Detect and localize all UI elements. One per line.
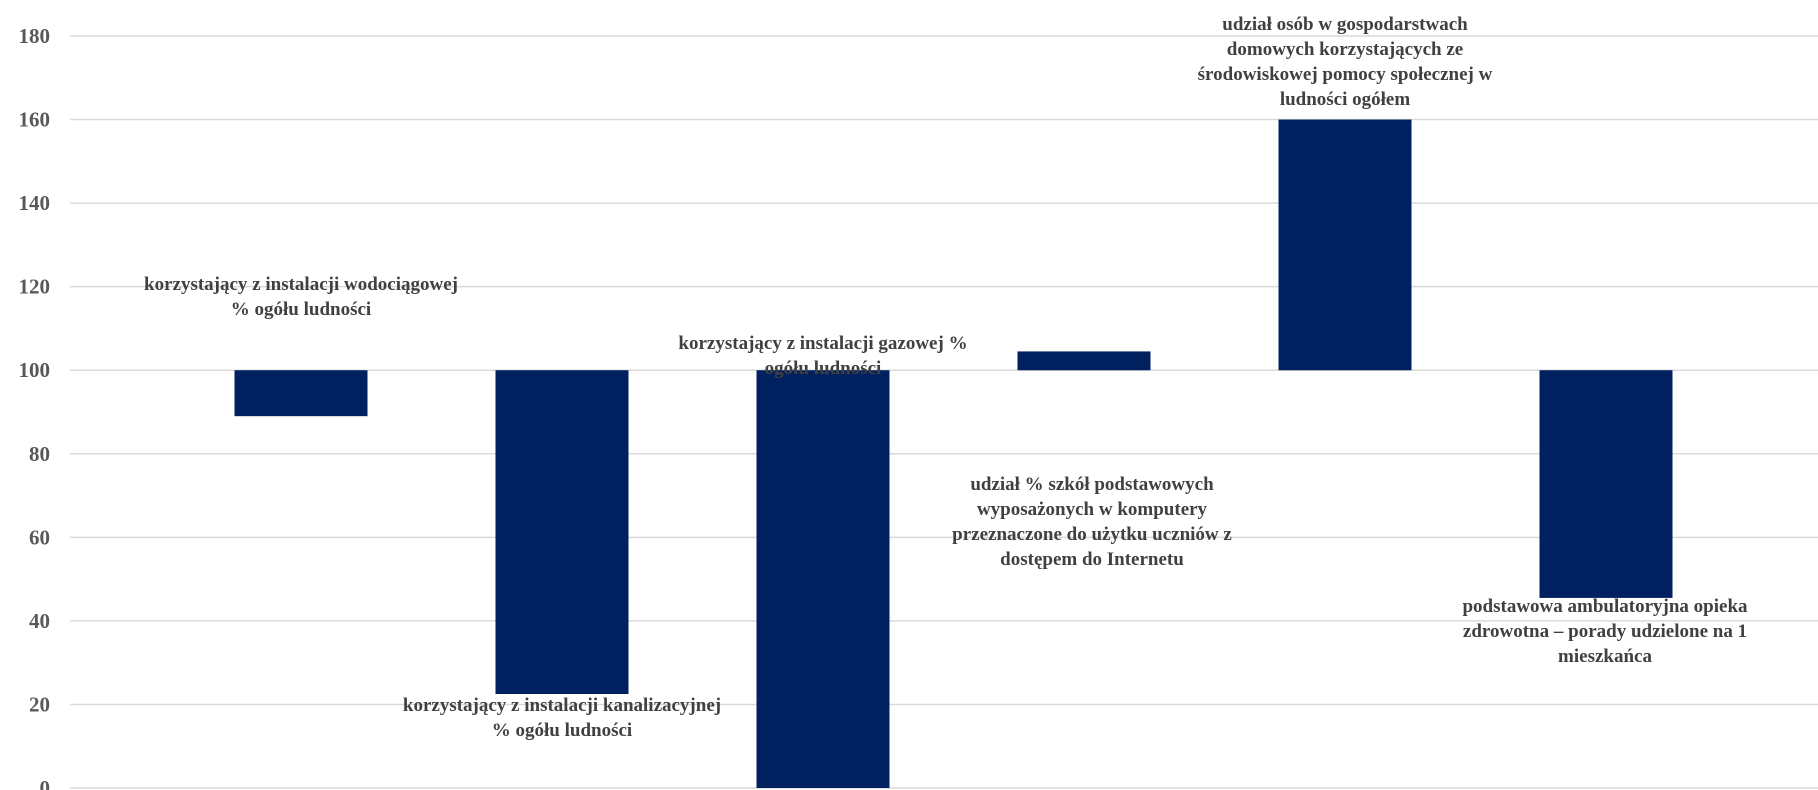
y-axis-ticks: 0 20 40 60 80 100 120 140 160 180 xyxy=(19,24,51,790)
y-tick-label: 180 xyxy=(19,24,51,48)
category-label-6: podstawowa ambulatoryjna opieka zdrowotna… xyxy=(1462,596,1748,667)
category-label-line: mieszkańca xyxy=(1558,646,1652,667)
category-label-5: udział osób w gospodarstwach domowych kor… xyxy=(1198,14,1493,110)
category-label-4: udział % szkół podstawowych wyposażonych … xyxy=(952,474,1232,570)
bar-4 xyxy=(1017,351,1151,371)
y-tick-label: 0 xyxy=(40,776,51,790)
category-label-line: zdrowotna – porady udzielone na 1 xyxy=(1463,621,1747,642)
category-label-line: udział % szkół podstawowych xyxy=(970,474,1214,495)
y-tick-label: 140 xyxy=(19,191,51,215)
y-tick-label: 160 xyxy=(19,108,51,132)
bar-2 xyxy=(495,370,629,694)
category-label-line: udział osób w gospodarstwach xyxy=(1222,14,1468,35)
category-label-line: korzystający z instalacji gazowej % xyxy=(678,333,967,354)
bar-6 xyxy=(1539,370,1673,598)
bar-1 xyxy=(234,370,368,417)
bars xyxy=(234,119,1673,788)
category-labels: korzystający z instalacji wodociągowej % … xyxy=(144,14,1748,741)
category-label-line: % ogółu ludności xyxy=(231,299,371,320)
category-label-2: korzystający z instalacji kanalizacyjnej… xyxy=(403,695,721,741)
y-tick-label: 100 xyxy=(19,358,51,382)
category-label-line: wyposażonych w komputery xyxy=(977,499,1208,520)
category-label-line: % ogółu ludności xyxy=(492,720,632,741)
category-label-line: domowych korzystających ze xyxy=(1227,39,1463,60)
y-tick-label: 20 xyxy=(29,692,50,716)
y-tick-label: 40 xyxy=(29,609,50,633)
y-tick-label: 60 xyxy=(29,525,50,549)
category-label-line: ogółu ludności xyxy=(765,358,882,379)
bar-3 xyxy=(756,370,890,788)
category-label-line: korzystający z instalacji kanalizacyjnej xyxy=(403,695,721,716)
category-label-line: przeznaczone do użytku uczniów z xyxy=(952,524,1232,545)
y-tick-label: 120 xyxy=(19,275,51,299)
category-label-line: dostępem do Internetu xyxy=(1000,549,1184,570)
category-label-line: korzystający z instalacji wodociągowej xyxy=(144,274,458,295)
y-tick-label: 80 xyxy=(29,442,50,466)
bar-5 xyxy=(1278,119,1412,371)
category-label-line: środowiskowej pomocy społecznej w xyxy=(1198,64,1493,85)
category-label-line: podstawowa ambulatoryjna opieka xyxy=(1462,596,1748,617)
category-label-line: ludności ogółem xyxy=(1280,89,1411,110)
category-label-3: korzystający z instalacji gazowej % ogółu… xyxy=(678,333,967,379)
category-label-1: korzystający z instalacji wodociągowej % … xyxy=(144,274,458,320)
